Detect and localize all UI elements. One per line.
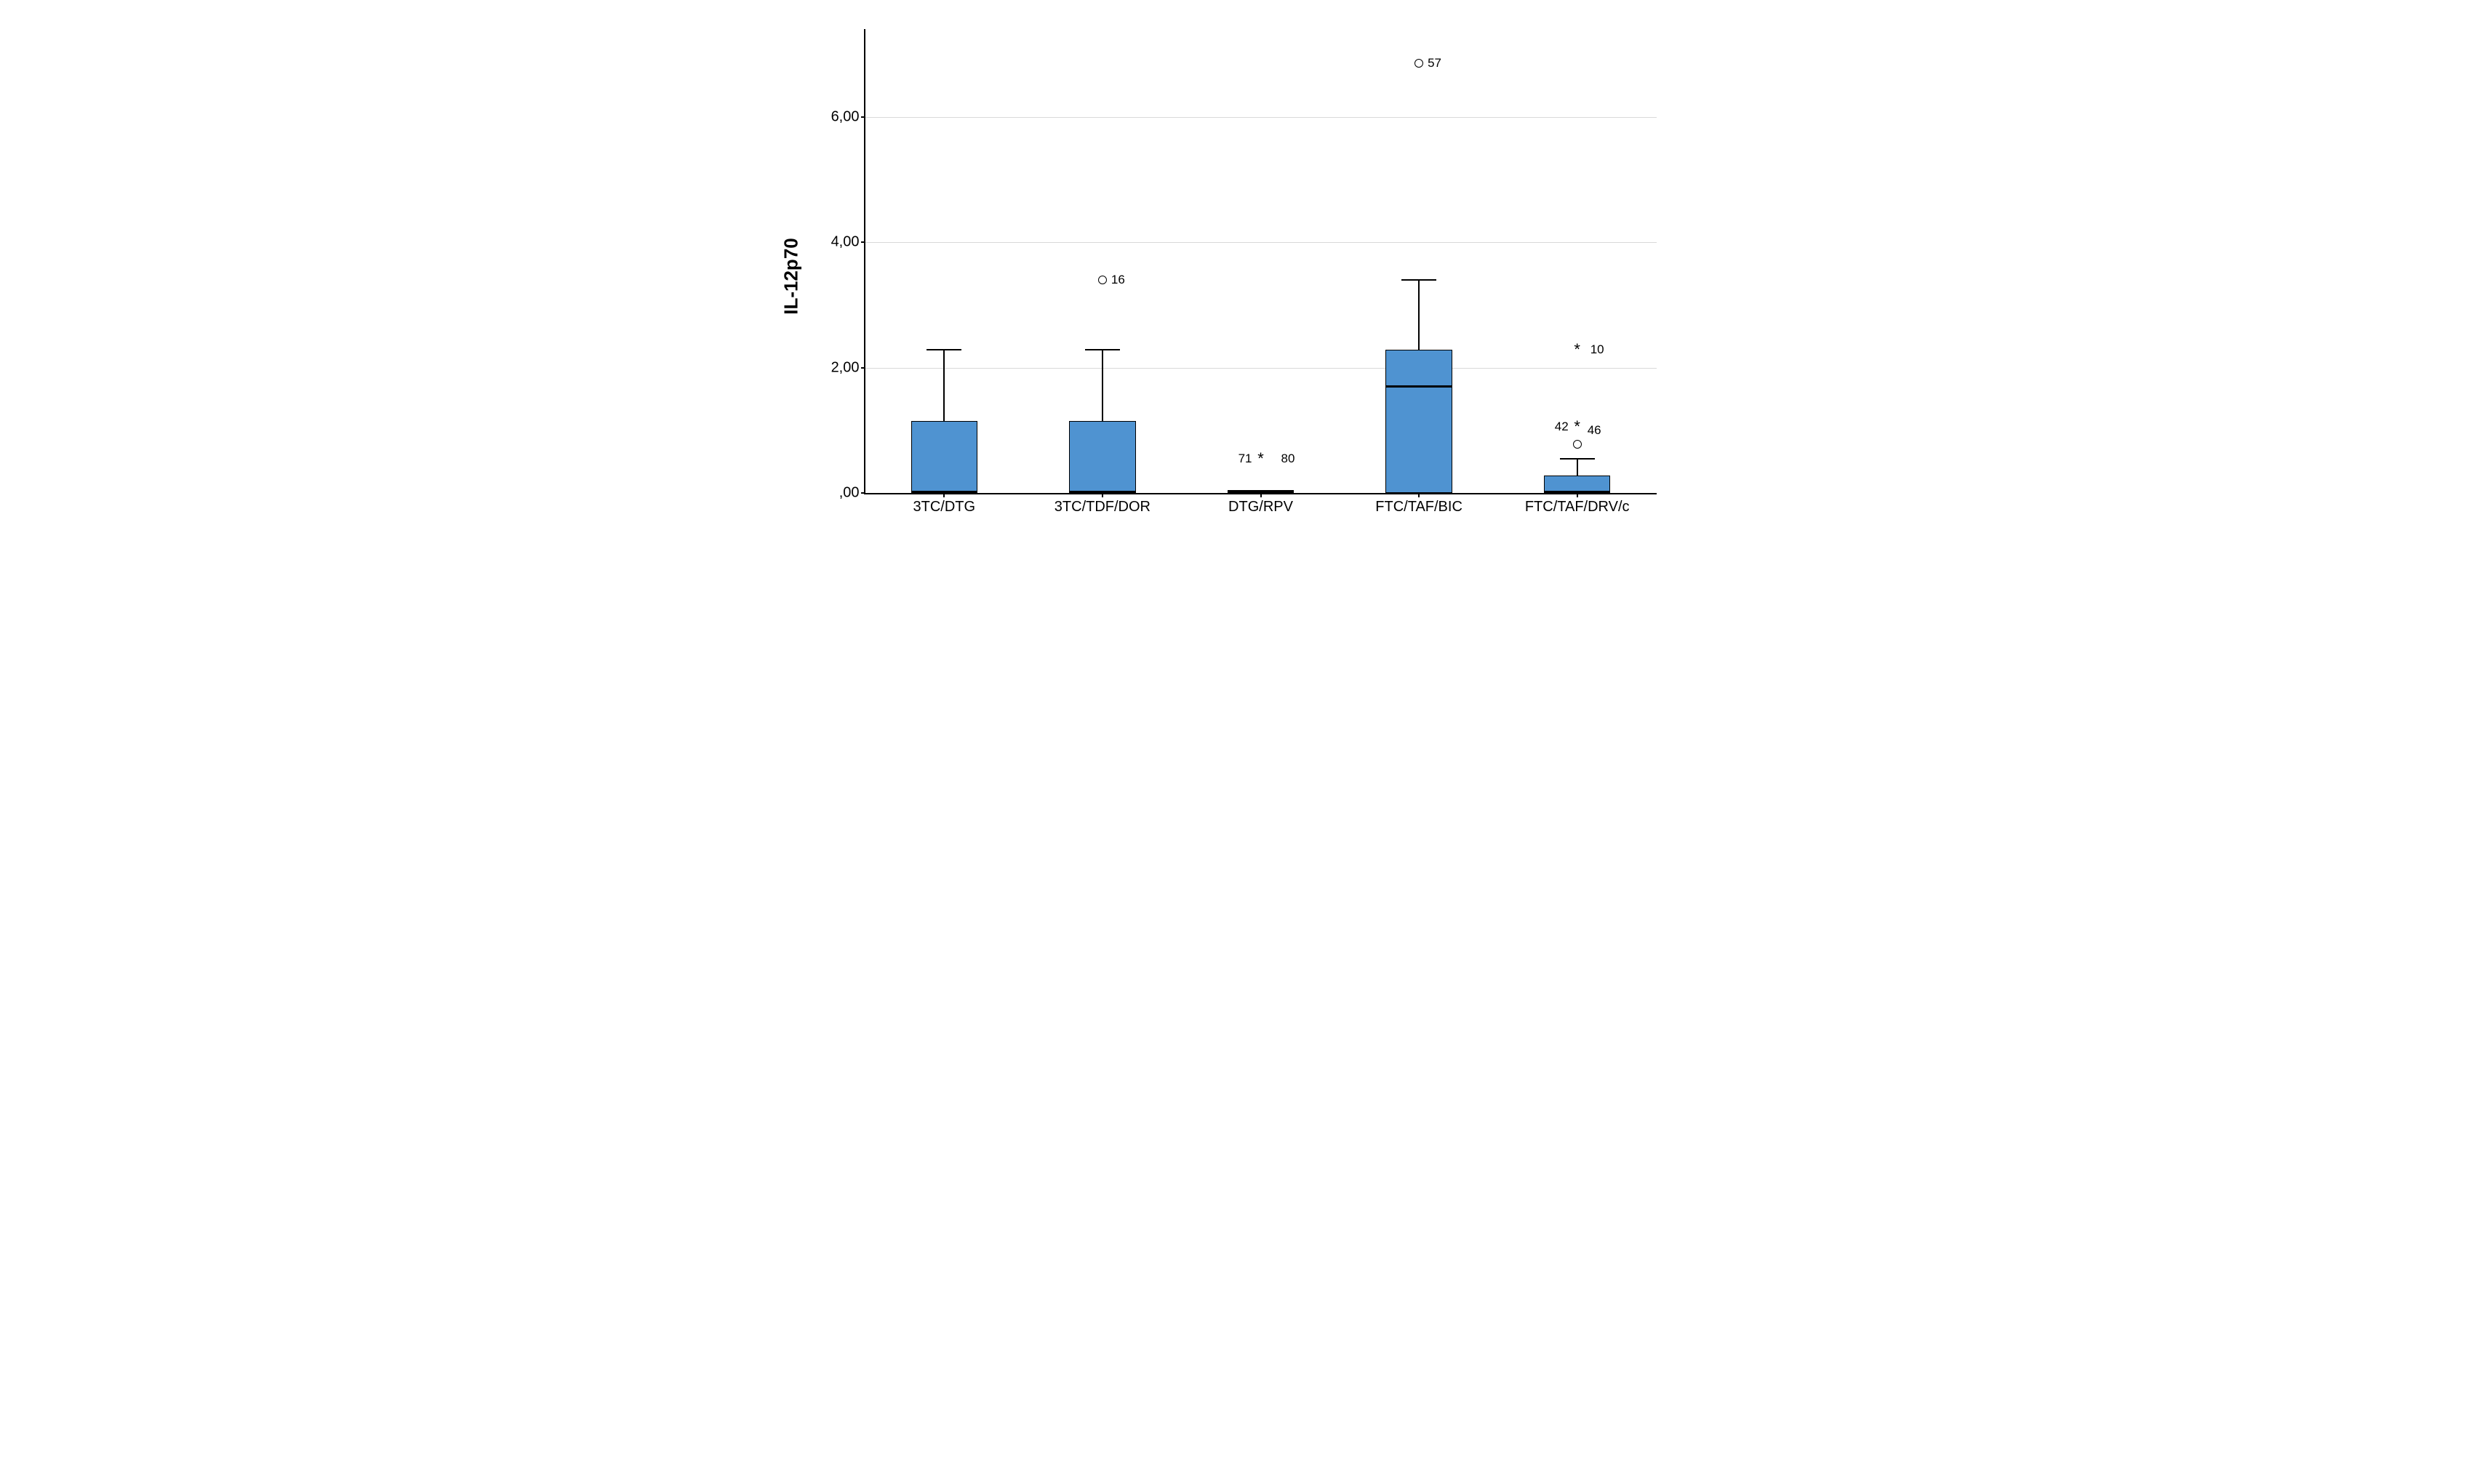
outlier-star: * — [1257, 451, 1264, 467]
xtick-mark — [1102, 493, 1103, 497]
outlier-circle — [1098, 276, 1107, 284]
grid-line — [865, 117, 1657, 118]
whisker-line — [1577, 459, 1578, 476]
box — [1069, 421, 1135, 493]
outlier-label: 10 — [1590, 342, 1604, 357]
grid-line — [865, 368, 1657, 369]
whisker-cap — [1560, 458, 1595, 460]
outlier-label: 80 — [1281, 452, 1295, 466]
boxplot-chart: IL-12p70 ,002,004,006,003TC/DTG3TC/TDF/D… — [799, 15, 1671, 538]
xtick-mark — [1260, 493, 1262, 497]
box — [1385, 350, 1452, 493]
whisker-cap — [1401, 279, 1436, 281]
outlier-label: 46 — [1588, 423, 1601, 438]
y-axis-label: IL-12p70 — [780, 238, 802, 315]
outlier-label: 71 — [1238, 452, 1252, 466]
outlier-circle — [1414, 59, 1423, 68]
box — [911, 421, 977, 493]
whisker-cap — [1085, 349, 1120, 350]
xtick-label: 3TC/DTG — [913, 499, 976, 516]
ytick-mark — [861, 492, 865, 494]
ytick-mark — [861, 116, 865, 118]
whisker-line — [1418, 280, 1420, 350]
xtick-label: FTC/TAF/DRV/c — [1525, 499, 1630, 516]
outlier-label: 57 — [1428, 56, 1441, 71]
xtick-label: FTC/TAF/BIC — [1375, 499, 1462, 516]
median-line — [1228, 491, 1294, 493]
xtick-label: DTG/RPV — [1228, 499, 1293, 516]
ytick-label: ,00 — [839, 485, 860, 502]
xtick-mark — [1418, 493, 1420, 497]
ytick-mark — [861, 367, 865, 369]
whisker-cap — [927, 349, 961, 350]
ytick-label: 2,00 — [831, 359, 860, 376]
median-line — [1385, 385, 1452, 388]
grid-line — [865, 242, 1657, 243]
ytick-label: 4,00 — [831, 234, 860, 251]
outlier-circle — [1573, 440, 1582, 449]
ytick-mark — [861, 241, 865, 243]
outlier-label: 16 — [1111, 273, 1125, 287]
xtick-label: 3TC/TDF/DOR — [1055, 499, 1151, 516]
outlier-star: * — [1574, 342, 1580, 358]
xtick-mark — [943, 493, 945, 497]
plot-area: ,002,004,006,003TC/DTG3TC/TDF/DOR16DTG/R… — [864, 29, 1657, 494]
outlier-star: * — [1574, 419, 1580, 435]
median-line — [1069, 491, 1135, 493]
median-line — [1544, 491, 1610, 493]
ytick-label: 6,00 — [831, 108, 860, 125]
median-line — [911, 491, 977, 493]
whisker-line — [943, 350, 945, 420]
outlier-label: 42 — [1555, 420, 1569, 434]
xtick-mark — [1577, 493, 1578, 497]
whisker-line — [1102, 350, 1103, 420]
